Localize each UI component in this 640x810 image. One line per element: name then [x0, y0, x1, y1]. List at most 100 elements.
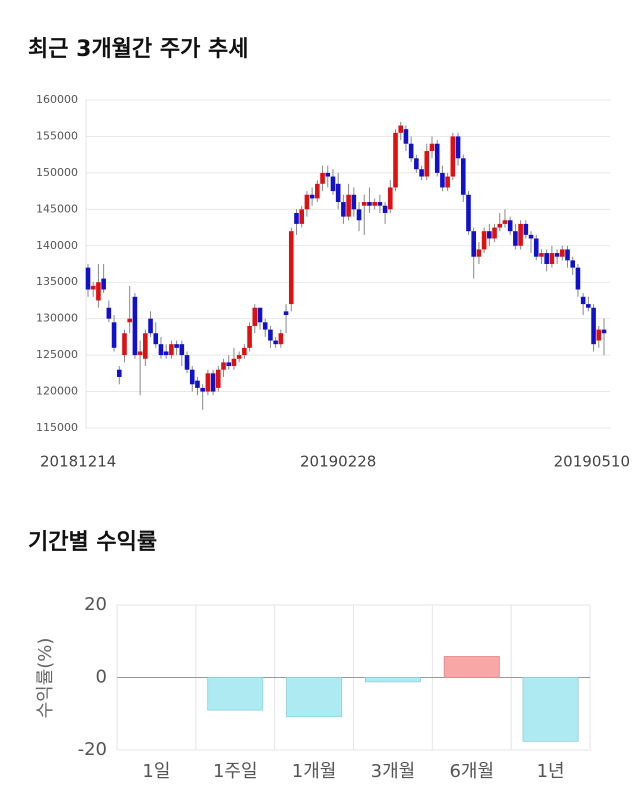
candle-body: [268, 329, 273, 341]
candle-body: [299, 209, 304, 224]
candle-body: [309, 194, 315, 199]
candle-body: [586, 304, 591, 308]
candle-body: [184, 355, 190, 370]
candle-body: [502, 220, 508, 224]
candle-body: [189, 369, 195, 385]
candle-body: [325, 172, 331, 177]
candle-body: [195, 380, 200, 388]
y-tick-label: 0: [96, 667, 107, 688]
candle-body: [513, 231, 518, 246]
y-tick-label: 155000: [36, 129, 78, 142]
y-tick-label: 20: [84, 594, 107, 615]
candle-body: [596, 329, 602, 341]
candle-body: [492, 227, 497, 239]
candle-body: [127, 318, 132, 323]
candle-body: [466, 194, 471, 232]
candle-body: [518, 223, 523, 246]
candle-body: [85, 267, 91, 290]
candle-body: [367, 202, 372, 206]
y-tick-label: 130000: [36, 312, 78, 325]
candle-body: [236, 355, 242, 359]
candle-body: [106, 307, 112, 319]
candle-body: [591, 307, 596, 345]
y-axis-label: 수익률(%): [35, 638, 56, 719]
candle-body: [132, 296, 138, 356]
candle-body: [382, 205, 388, 213]
candle-body: [575, 267, 581, 290]
candle-body: [96, 282, 101, 301]
candle-body: [388, 187, 393, 210]
x-tick-label: 1년: [537, 761, 565, 782]
candle-body: [356, 209, 362, 221]
candle-body: [341, 202, 346, 217]
candle-body: [101, 278, 106, 290]
candle-body: [252, 307, 258, 326]
candle-body: [90, 285, 96, 290]
candle-body: [158, 344, 164, 356]
candle-body: [320, 172, 325, 184]
candle-body: [434, 143, 440, 173]
y-tick-label: 120000: [36, 385, 78, 398]
candle-body: [455, 136, 461, 159]
chart-title: 최근 3개월간 주가 추세: [28, 37, 248, 62]
candle-body: [346, 194, 351, 217]
candle-body: [216, 369, 221, 388]
candle-body: [565, 249, 570, 261]
candle-body: [429, 143, 435, 152]
y-tick-label: 150000: [36, 166, 78, 179]
x-tick-label: 1개월: [292, 761, 337, 782]
candle-body: [174, 344, 179, 348]
candle-body: [445, 176, 450, 188]
candle-body: [414, 158, 419, 170]
candle-body: [539, 253, 544, 257]
candle-body: [497, 223, 503, 228]
x-tick-label: 6개월: [449, 761, 494, 782]
x-tick-label: 1일: [142, 761, 170, 782]
bar: [443, 656, 500, 678]
candle-body: [544, 253, 549, 264]
bar: [522, 677, 579, 742]
candle-body: [247, 325, 252, 348]
candle-body: [169, 344, 174, 356]
candle-body: [419, 169, 424, 177]
x-tick-label: 1주일: [213, 761, 258, 782]
y-tick-label: 125000: [36, 348, 78, 361]
candle-body: [122, 333, 127, 356]
candle-body: [523, 223, 529, 235]
candle-body: [163, 351, 169, 356]
candle-body: [487, 231, 492, 239]
bar: [364, 677, 421, 683]
y-tick-label: 135000: [36, 275, 78, 288]
candle-body: [315, 183, 320, 199]
candle-body: [549, 253, 555, 264]
candle-body: [554, 253, 560, 257]
candle-body: [361, 202, 367, 206]
candle-body: [351, 194, 357, 210]
x-tick-label: 3개월: [371, 761, 416, 782]
candle-body: [471, 231, 476, 257]
candle-body: [278, 333, 284, 345]
candle-body: [231, 358, 237, 367]
candle-body: [179, 344, 185, 356]
bar: [286, 677, 343, 718]
x-tick-label: 20190510: [554, 453, 630, 471]
candle-body: [242, 347, 247, 356]
candle-body: [143, 333, 148, 359]
candle-body: [580, 296, 586, 305]
y-tick-label: 145000: [36, 202, 78, 215]
candle-body: [137, 351, 143, 356]
y-tick-label: 115000: [36, 421, 78, 434]
candle-body: [200, 387, 205, 392]
candle-body: [570, 260, 576, 268]
candle-body: [372, 202, 377, 206]
x-tick-label: 20181214: [40, 453, 116, 471]
candle-body: [210, 373, 216, 392]
candle-body: [393, 132, 398, 188]
chart-title: 기간별 수익률: [28, 530, 157, 555]
candle-body: [560, 249, 565, 257]
candle-body: [283, 311, 289, 316]
candle-body: [398, 125, 404, 133]
candle-body: [116, 369, 122, 377]
candle-body: [304, 194, 310, 210]
